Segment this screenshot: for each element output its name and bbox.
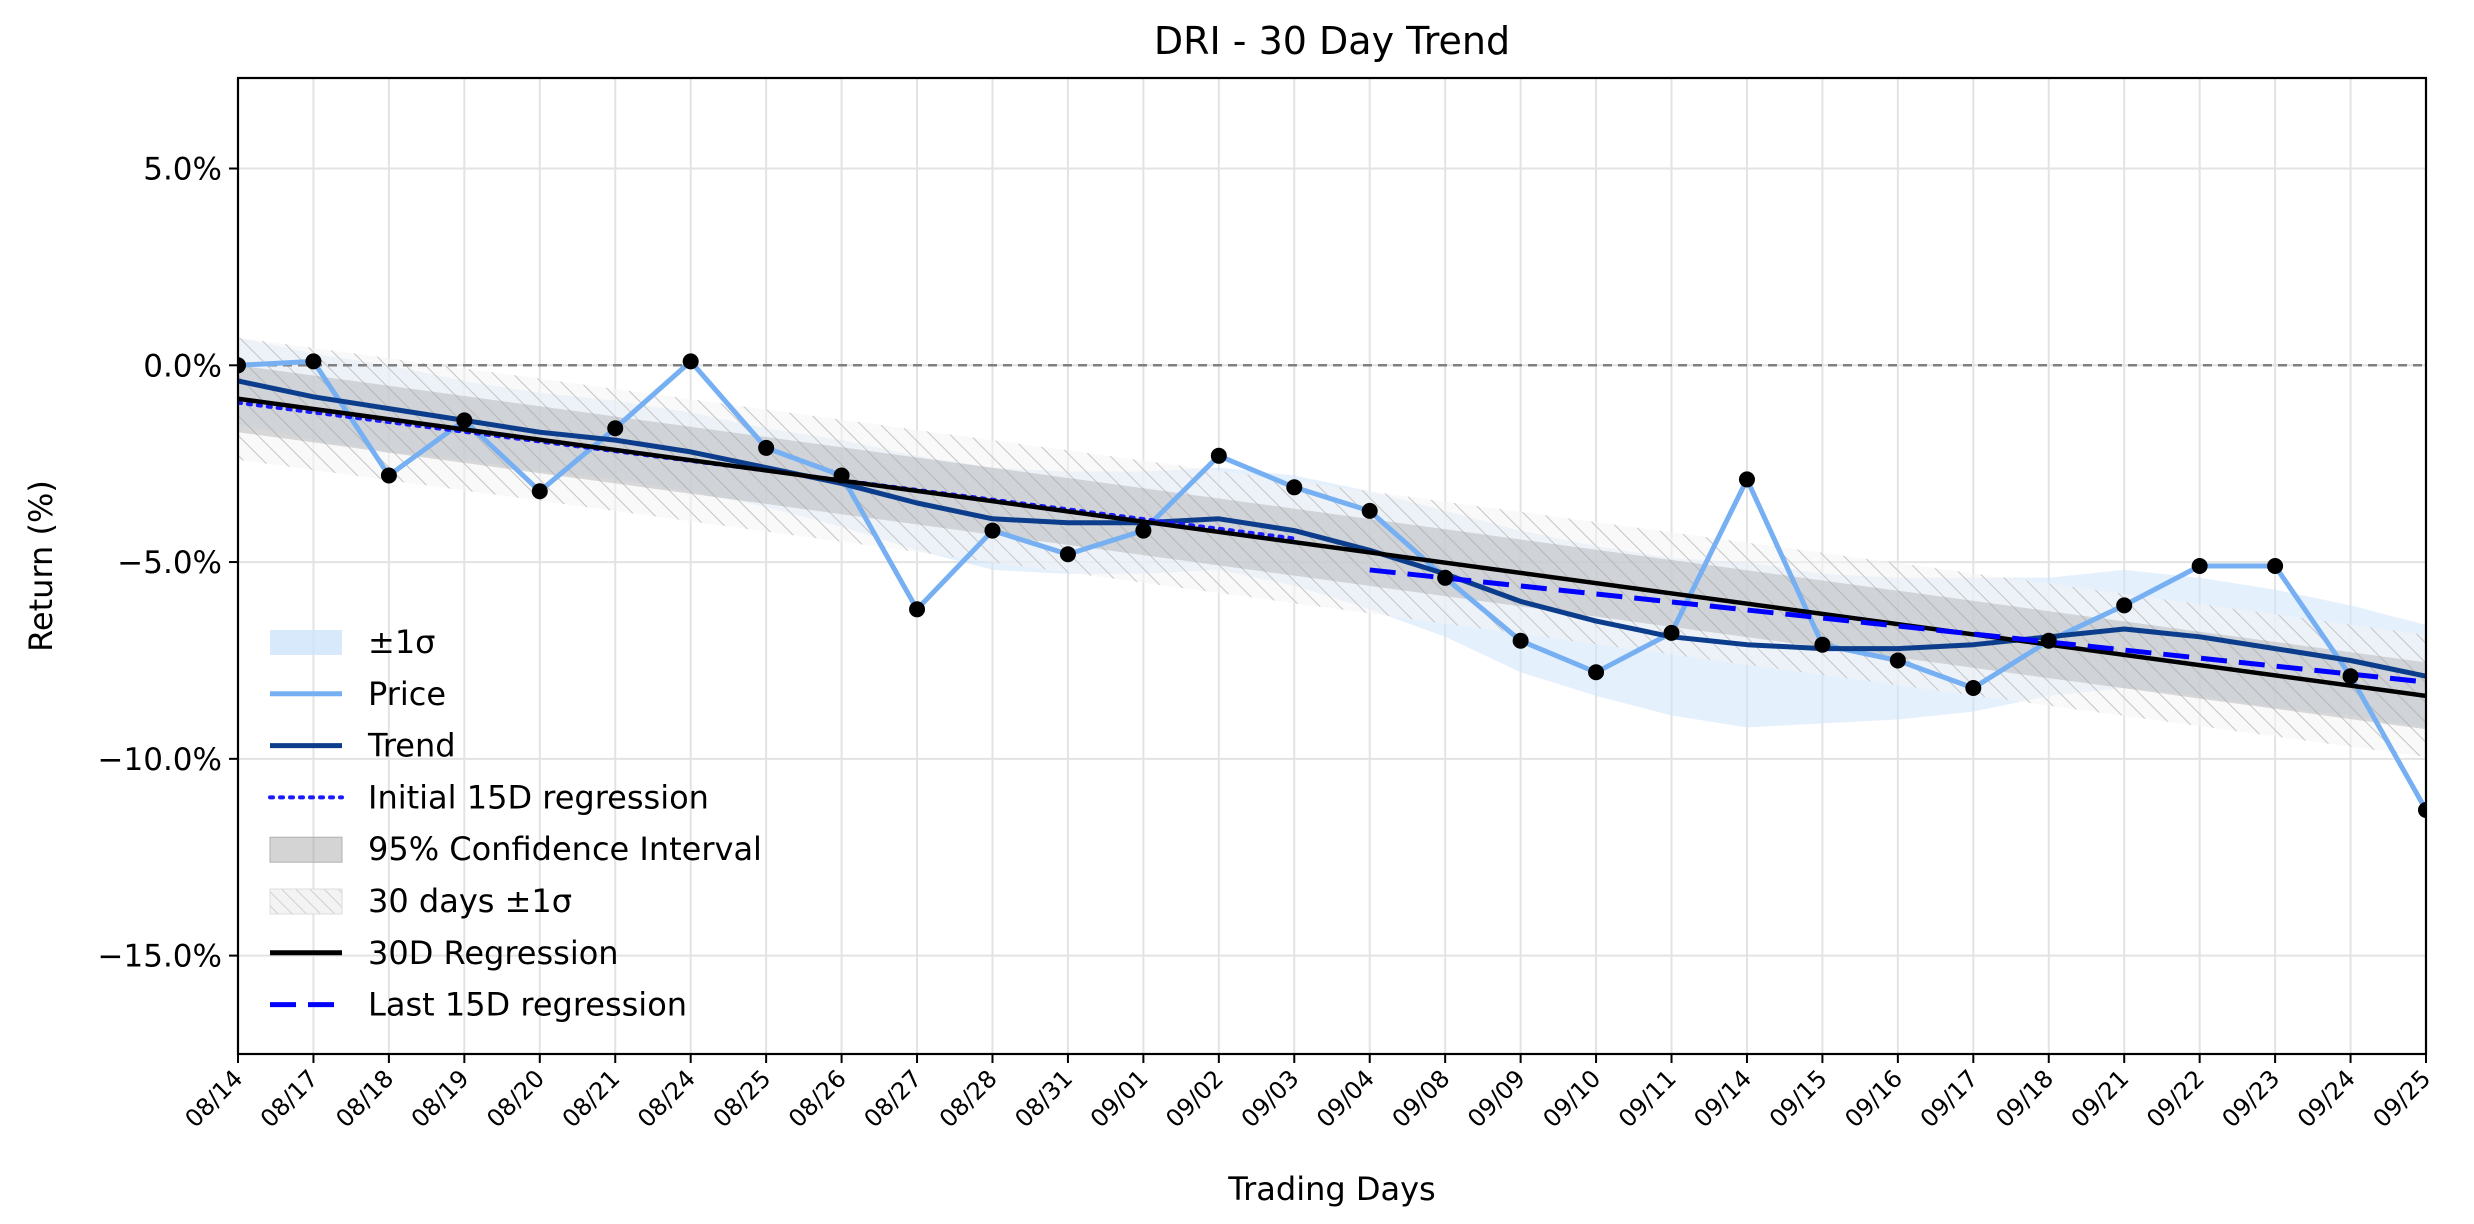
x-tick-label: 08/19 — [406, 1064, 475, 1133]
price-point — [1361, 502, 1378, 519]
price-point — [1210, 447, 1227, 464]
x-tick-label: 09/16 — [1839, 1064, 1908, 1133]
x-tick-label: 09/14 — [1688, 1064, 1757, 1133]
price-point — [2418, 802, 2426, 818]
x-tick-label: 09/11 — [1613, 1064, 1682, 1133]
x-tick-label: 09/02 — [1160, 1064, 1229, 1133]
price-point — [1889, 652, 1906, 669]
legend-swatch — [270, 630, 342, 655]
x-tick-label: 09/10 — [1538, 1064, 1607, 1133]
price-point — [380, 467, 397, 484]
legend-item: ±1σ — [270, 623, 435, 661]
price-point — [1059, 546, 1076, 563]
price-point — [833, 467, 850, 484]
legend-item: Trend — [270, 727, 456, 765]
price-point — [2040, 632, 2057, 649]
last-15d-regression — [1369, 567, 2426, 685]
x-tick-label: 09/01 — [1085, 1064, 1154, 1133]
x-tick-label: 09/23 — [2217, 1064, 2286, 1133]
price-point — [1663, 624, 1680, 641]
regression-30d-line — [238, 396, 2426, 699]
y-tick-label: 5.0% — [143, 152, 222, 188]
price-point — [1965, 680, 1982, 696]
x-axis-label: Trading Days — [1227, 1170, 1435, 1208]
legend-label: Price — [368, 675, 446, 713]
trend-line — [238, 378, 2426, 679]
x-tick-label: 08/17 — [255, 1064, 324, 1133]
price-point — [456, 412, 473, 429]
price-point — [1814, 636, 1831, 653]
price-point — [1437, 569, 1454, 586]
x-tick-label: 09/17 — [1915, 1064, 1984, 1133]
price-point — [238, 357, 246, 374]
price-point — [1588, 664, 1605, 681]
legend-label: Last 15D regression — [368, 986, 687, 1024]
price-point — [909, 601, 926, 618]
x-tick-label: 09/04 — [1311, 1064, 1380, 1133]
x-tick-label: 09/24 — [2292, 1064, 2361, 1133]
x-tick-label: 08/20 — [481, 1064, 550, 1133]
y-tick-label: −15.0% — [98, 939, 222, 975]
legend-label: ±1σ — [368, 623, 435, 661]
chart-title: DRI - 30 Day Trend — [1154, 19, 1510, 63]
legend-label: 30 days ±1σ — [368, 882, 572, 920]
x-tick-label: 08/14 — [180, 1064, 249, 1133]
plot-area — [238, 337, 2426, 818]
x-tick-label: 08/26 — [783, 1064, 852, 1133]
legend-label: 95% Confidence Interval — [368, 830, 762, 868]
x-tick-label: 08/18 — [330, 1064, 399, 1133]
price-point — [1135, 522, 1152, 539]
legend-swatch — [269, 836, 343, 863]
price-point — [758, 439, 775, 456]
price-point — [2342, 668, 2359, 685]
price-point — [2191, 558, 2208, 574]
price-point — [2116, 597, 2133, 614]
legend: ±1σ Price Trend Initial 15D regression 95% C… — [268, 623, 762, 1024]
x-tick-label: 09/25 — [2368, 1064, 2437, 1133]
legend-label: Trend — [367, 727, 456, 765]
x-tick-label: 09/15 — [1764, 1064, 1833, 1133]
y-tick-label: 0.0% — [143, 348, 222, 384]
legend-item: 95% Confidence Interval — [269, 830, 762, 868]
price-point — [1738, 471, 1755, 488]
x-tick-label: 08/28 — [934, 1064, 1003, 1133]
x-tick-label: 08/27 — [859, 1064, 928, 1133]
legend-item: Last 15D regression — [270, 986, 687, 1024]
y-tick-label: −10.0% — [98, 742, 222, 778]
price-point — [1286, 479, 1303, 496]
x-tick-label: 09/03 — [1236, 1064, 1305, 1133]
y-axis: 5.0% 0.0% −5.0% −10.0% −15.0% — [98, 152, 238, 975]
price-point — [607, 420, 624, 437]
price-point — [682, 353, 699, 370]
price-point — [531, 483, 548, 500]
x-tick-label: 09/09 — [1462, 1064, 1531, 1133]
price-point — [2267, 558, 2284, 574]
x-tick-label: 09/18 — [1990, 1064, 2059, 1133]
legend-item: Price — [270, 675, 446, 713]
plot-frame — [236, 76, 2428, 1056]
x-tick-label: 09/08 — [1387, 1064, 1456, 1133]
x-tick-label: 08/24 — [632, 1064, 701, 1133]
x-axis: 08/14 08/17 08/18 08/19 08/20 08/21 08/24 08/25… — [180, 1054, 2437, 1133]
legend-item: 30D Regression — [270, 934, 619, 972]
legend-item: Initial 15D regression — [268, 778, 709, 816]
price-point — [1512, 632, 1529, 649]
legend-swatch — [269, 888, 343, 915]
y-axis-label: Return (%) — [22, 480, 60, 652]
y-tick-label: −5.0% — [117, 545, 222, 581]
price-point — [305, 353, 322, 370]
x-tick-label: 09/22 — [2141, 1064, 2210, 1133]
x-tick-label: 08/31 — [1009, 1064, 1078, 1133]
legend-label: 30D Regression — [368, 934, 619, 972]
price-point — [984, 522, 1001, 539]
legend-label: Initial 15D regression — [368, 778, 709, 816]
x-tick-label: 09/21 — [2066, 1064, 2135, 1133]
x-tick-label: 08/21 — [557, 1064, 626, 1133]
x-tick-label: 08/25 — [708, 1064, 777, 1133]
legend-item: 30 days ±1σ — [269, 882, 572, 920]
